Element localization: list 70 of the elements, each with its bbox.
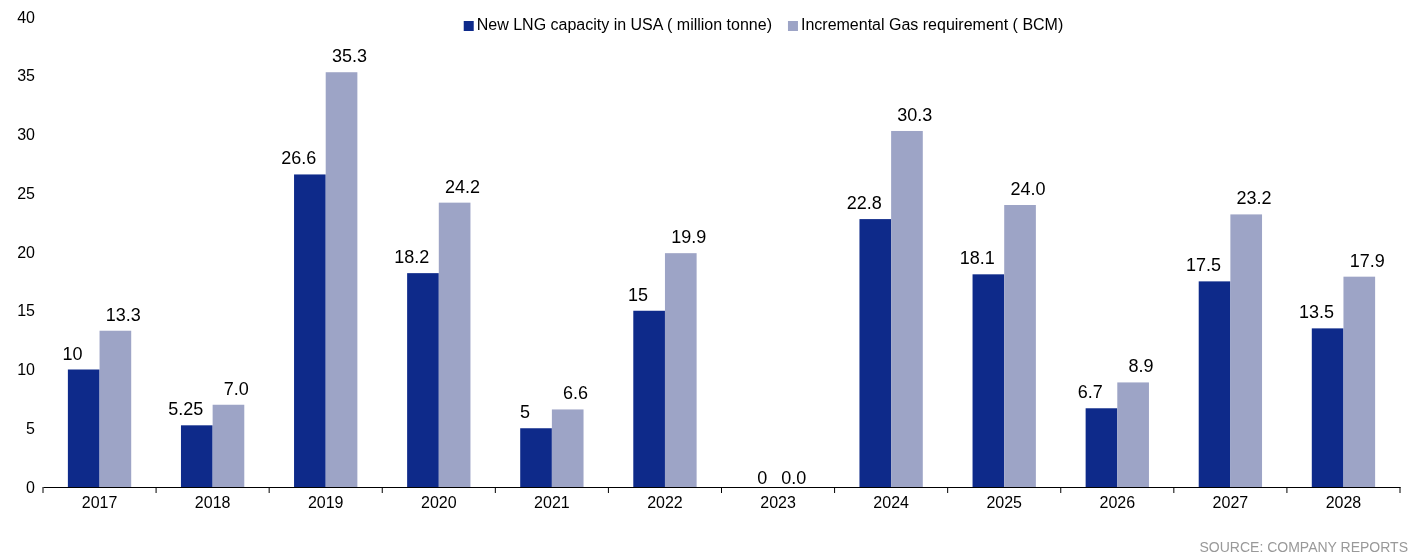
x-tick-label: 2023 <box>760 494 796 512</box>
bar <box>67 369 100 487</box>
data-label: 35.3 <box>331 46 367 67</box>
data-label: 24.2 <box>445 176 481 197</box>
bar <box>664 253 697 487</box>
bar <box>891 130 923 487</box>
bar <box>859 219 892 487</box>
data-label: 30.3 <box>897 104 933 125</box>
x-tick-label: 2024 <box>873 494 910 512</box>
x-tick-label: 2019 <box>307 494 344 512</box>
x-tick-label: 2022 <box>647 494 683 512</box>
bar <box>520 428 552 487</box>
data-label: 0.0 <box>781 468 807 488</box>
legend-label: New LNG capacity in USA ( million tonne) <box>476 16 772 33</box>
bar <box>1004 205 1036 487</box>
bar <box>325 72 358 487</box>
data-label: 22.8 <box>846 193 882 214</box>
data-label: 13.5 <box>1299 302 1335 323</box>
x-tick-label: 2018 <box>194 494 231 512</box>
data-label: 0 <box>757 468 768 488</box>
y-tick-label: 40 <box>17 8 36 26</box>
data-label: 15 <box>628 284 649 305</box>
y-tick-label: 0 <box>26 478 36 496</box>
bar <box>551 409 584 487</box>
bar <box>212 404 245 487</box>
bar <box>1230 214 1263 487</box>
bar <box>1343 276 1376 487</box>
data-label: 5.25 <box>168 399 204 420</box>
legend-label: Incremental Gas requirement ( BCM) <box>800 16 1064 33</box>
bar <box>294 174 326 487</box>
x-tick-label: 2017 <box>81 494 118 512</box>
data-label: 13.3 <box>105 304 141 325</box>
bar <box>1085 408 1118 487</box>
y-tick-label: 35 <box>17 67 36 85</box>
data-label: 8.9 <box>1128 356 1154 377</box>
data-label: 7.0 <box>223 378 249 399</box>
data-label: 17.9 <box>1349 250 1385 271</box>
x-tick-label: 2027 <box>1212 494 1249 512</box>
data-label: 6.6 <box>563 383 589 404</box>
y-tick-label: 30 <box>17 126 36 144</box>
data-label: 6.7 <box>1077 382 1103 403</box>
data-label: 23.2 <box>1236 188 1272 209</box>
data-label: 17.5 <box>1185 255 1221 276</box>
y-tick-label: 20 <box>17 243 36 261</box>
data-label: 26.6 <box>281 148 317 169</box>
data-label: 18.1 <box>959 248 995 269</box>
data-label: 18.2 <box>394 247 430 268</box>
bar <box>407 273 439 487</box>
x-tick-label: 2021 <box>534 494 570 512</box>
x-tick-label: 2028 <box>1325 494 1362 512</box>
y-tick-label: 10 <box>17 361 36 379</box>
x-tick-label: 2025 <box>986 494 1023 512</box>
y-tick-label: 5 <box>26 419 36 437</box>
x-tick-label: 2026 <box>1099 494 1136 512</box>
data-label: 19.9 <box>671 227 707 248</box>
y-tick-label: 15 <box>17 302 36 320</box>
source-note: SOURCE: COMPANY REPORTS <box>1199 539 1408 555</box>
bar <box>972 274 1005 487</box>
bar <box>633 310 665 487</box>
x-tick-label: 2020 <box>420 494 457 512</box>
data-label: 5 <box>519 402 530 423</box>
bar <box>180 425 213 487</box>
bar <box>1117 382 1149 487</box>
bar <box>99 330 132 487</box>
bar <box>1198 281 1231 487</box>
data-label: 10 <box>62 343 83 364</box>
y-tick-label: 25 <box>17 184 36 202</box>
bar <box>1311 328 1344 487</box>
bar <box>438 202 471 487</box>
data-label: 24.0 <box>1010 179 1046 199</box>
